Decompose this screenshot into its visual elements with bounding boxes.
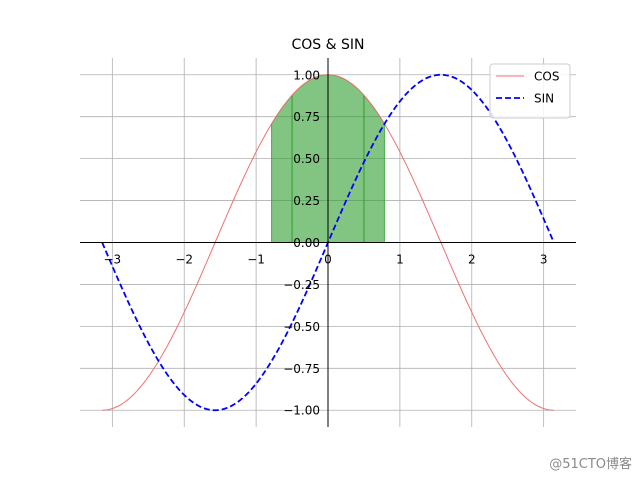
- y-tick-label: −0.25: [283, 278, 320, 292]
- x-tick-label: 0: [324, 253, 332, 267]
- y-tick-label: 0.25: [293, 194, 320, 208]
- axes: [80, 58, 576, 427]
- y-tick-label: 0.00: [293, 236, 320, 250]
- y-tick-label: 0.75: [293, 110, 320, 124]
- legend-frame: [489, 63, 571, 119]
- x-tick-label: −1: [247, 253, 265, 267]
- x-tick-label: −2: [175, 253, 193, 267]
- legend: COS SIN: [489, 63, 571, 119]
- fill-region: [363, 93, 385, 243]
- fill-region: [271, 93, 293, 243]
- y-tick-label: −0.75: [283, 362, 320, 376]
- y-tick-label: 0.50: [293, 152, 320, 166]
- chart-title: COS & SIN: [292, 37, 365, 53]
- x-tick-label: 1: [396, 253, 404, 267]
- x-tick-label: −3: [103, 253, 121, 267]
- watermark: @51CTO博客: [549, 456, 632, 472]
- legend-label-cos: COS: [534, 70, 559, 84]
- legend-label-sin: SIN: [534, 92, 554, 106]
- y-tick-label: −1.00: [283, 404, 320, 418]
- y-tick-label: −0.50: [283, 320, 320, 334]
- x-tick-label: 2: [468, 253, 476, 267]
- tick-labels: −3 −2 −1 0 1 2 3 1.00 0.75 0.50 0.25 0.00 −0.25 −0.50…: [103, 68, 547, 417]
- x-tick-label: 3: [540, 253, 548, 267]
- y-tick-label: 1.00: [293, 68, 320, 82]
